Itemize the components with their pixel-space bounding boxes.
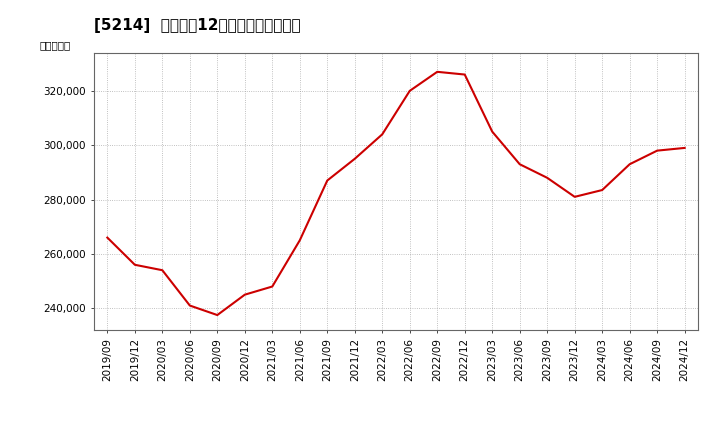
- Text: [5214]  売上高の12か月移動合計の推移: [5214] 売上高の12か月移動合計の推移: [94, 18, 300, 33]
- Text: （百万円）: （百万円）: [39, 40, 71, 50]
